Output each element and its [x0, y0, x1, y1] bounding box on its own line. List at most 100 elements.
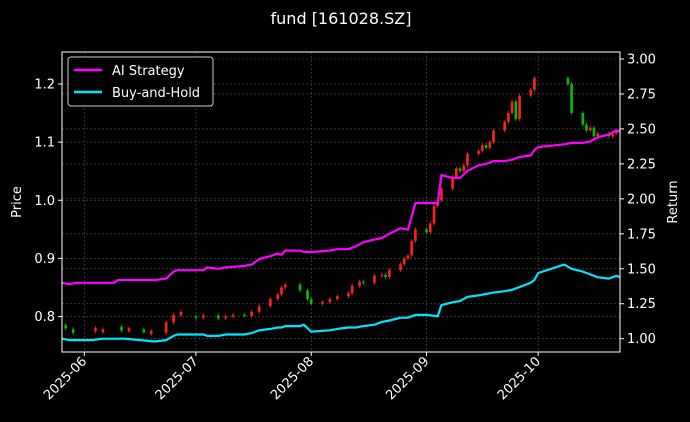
candle-body — [466, 153, 469, 166]
plot-frame — [61, 51, 621, 353]
candle-body — [257, 306, 261, 312]
candle-body — [149, 331, 153, 334]
candle-body — [425, 229, 428, 233]
right-tick-label: 2.50 — [627, 122, 656, 137]
candle-body — [358, 281, 361, 286]
candle-body — [455, 168, 458, 177]
candle-body — [101, 329, 105, 333]
candle-body — [321, 302, 324, 304]
candle-body — [518, 95, 521, 119]
candle-body — [276, 294, 280, 300]
candle-body — [432, 206, 436, 224]
candle-body — [566, 78, 570, 84]
candle-body — [179, 311, 183, 316]
candle-body — [410, 240, 413, 256]
candlestick-series — [64, 76, 618, 336]
left-tick-label: 1.1 — [34, 136, 55, 151]
candle-body — [94, 328, 97, 332]
left-axis-title: Price — [10, 186, 25, 218]
candle-body — [216, 315, 220, 319]
candle-body — [581, 113, 585, 125]
right-tick-label: 1.00 — [627, 332, 656, 347]
candle-body — [533, 78, 536, 90]
candle-body — [428, 223, 432, 233]
candle-body — [492, 130, 495, 143]
candle-body — [172, 314, 175, 323]
candle-body — [164, 322, 168, 333]
candle-body — [380, 274, 384, 276]
candle-body — [194, 316, 198, 318]
series-line-ai-strategy — [61, 129, 621, 286]
candle-body — [406, 255, 410, 259]
candle-body — [384, 274, 387, 277]
candle-body — [350, 285, 354, 294]
candle-body — [328, 299, 332, 302]
candle-body — [306, 290, 309, 300]
candle-body — [64, 325, 68, 329]
right-tick-label: 2.75 — [627, 87, 656, 102]
candle-body — [142, 329, 146, 333]
candle-body — [458, 168, 462, 172]
right-tick-label: 1.75 — [627, 227, 656, 242]
candle-body — [269, 299, 272, 307]
candle-body — [414, 229, 417, 241]
left-tick-label: 0.9 — [34, 252, 55, 267]
candle-body — [335, 296, 339, 300]
candle-body — [120, 327, 123, 331]
right-tick-label: 2.25 — [627, 157, 656, 172]
candle-body — [510, 101, 514, 114]
candle-body — [127, 328, 131, 332]
legend-label-ai-strategy: AI Strategy — [112, 64, 185, 79]
candle-body — [202, 315, 205, 318]
candle-body — [373, 275, 376, 283]
candle-body — [507, 113, 510, 122]
candle-body — [488, 142, 492, 148]
left-tick-label: 1.2 — [34, 77, 55, 92]
candle-body — [529, 89, 533, 96]
left-tick-label: 1.0 — [34, 194, 55, 209]
legend: AI Strategy Buy-and-Hold — [67, 56, 214, 107]
candle-body — [462, 165, 466, 172]
right-tick-label: 1.50 — [627, 262, 656, 277]
candle-body — [231, 314, 235, 317]
candle-body — [362, 281, 365, 283]
candle-body — [298, 284, 302, 291]
right-tick-label: 3.00 — [627, 52, 656, 67]
candle-body — [402, 258, 406, 265]
candle-body — [611, 133, 614, 137]
series-line-buy-and-hold — [61, 263, 621, 343]
candle-body — [503, 121, 506, 131]
candle-body — [280, 287, 283, 295]
candle-body — [585, 124, 588, 131]
line-series-layer — [61, 129, 621, 343]
candle-body — [451, 177, 454, 189]
right-axis-title: Return — [666, 180, 681, 223]
candle-body — [481, 145, 484, 151]
candle-body — [592, 127, 596, 137]
candle-body — [250, 311, 254, 316]
legend-box — [67, 56, 214, 107]
candle-body — [614, 130, 618, 134]
candle-body — [309, 299, 313, 304]
candle-body — [347, 293, 350, 297]
candle-body — [514, 101, 518, 119]
candle-body — [283, 284, 287, 288]
left-y-axis: 0.8 0.9 1.0 1.1 1.2 — [34, 77, 62, 325]
grid-layer — [62, 52, 620, 352]
chart-title: fund [161028.SZ] — [271, 9, 412, 28]
right-y-axis: 1.00 1.25 1.50 1.75 2.00 2.25 2.50 2.75 3.00 — [620, 52, 656, 347]
candle-body — [570, 83, 573, 114]
candle-body — [388, 270, 391, 277]
right-tick-label: 2.00 — [627, 192, 656, 207]
candle-body — [588, 127, 592, 131]
candle-body — [484, 145, 488, 148]
candle-body — [71, 329, 75, 333]
candle-body — [224, 316, 227, 319]
legend-label-buy-and-hold: Buy-and-Hold — [112, 86, 200, 101]
left-tick-label: 0.8 — [34, 310, 55, 325]
candle-body — [596, 133, 599, 137]
candle-body — [242, 314, 246, 316]
candle-body — [440, 188, 443, 201]
candle-body — [399, 264, 402, 271]
